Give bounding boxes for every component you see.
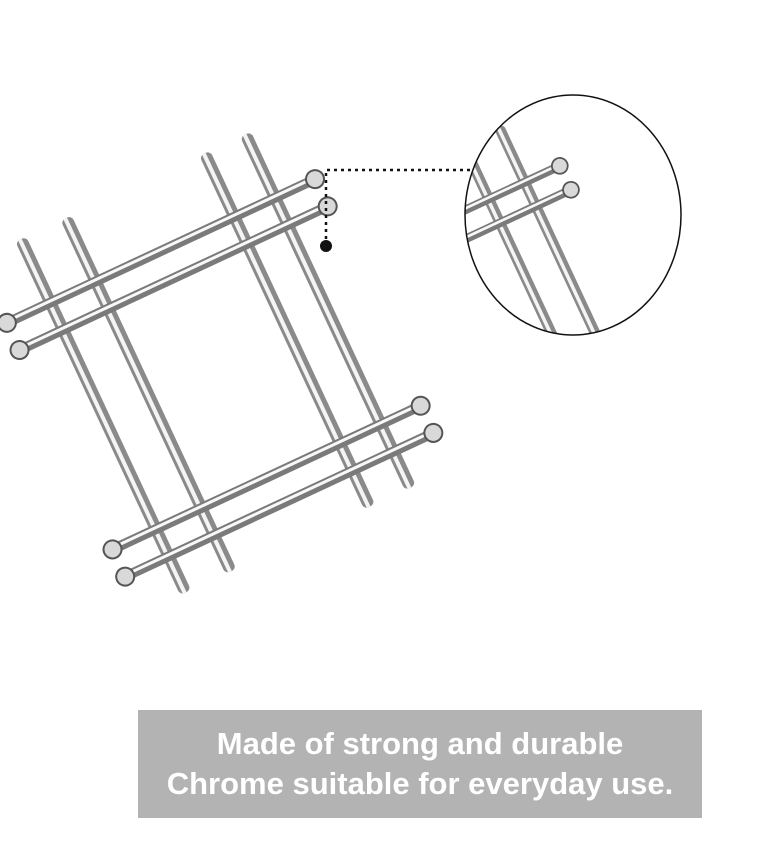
callout-anchor-dot (320, 240, 332, 252)
product-figure (0, 94, 682, 618)
trivet-main (0, 110, 460, 618)
caption-line-1: Made of strong and durable (216, 726, 624, 761)
caption-line-2: Chrome suitable for everyday use. (166, 766, 674, 801)
caption-banner: Made of strong and durable Chrome suitab… (138, 710, 702, 818)
zoom-detail (464, 94, 682, 336)
zoom-circle-outline (464, 94, 682, 336)
callout-connector (320, 168, 512, 252)
